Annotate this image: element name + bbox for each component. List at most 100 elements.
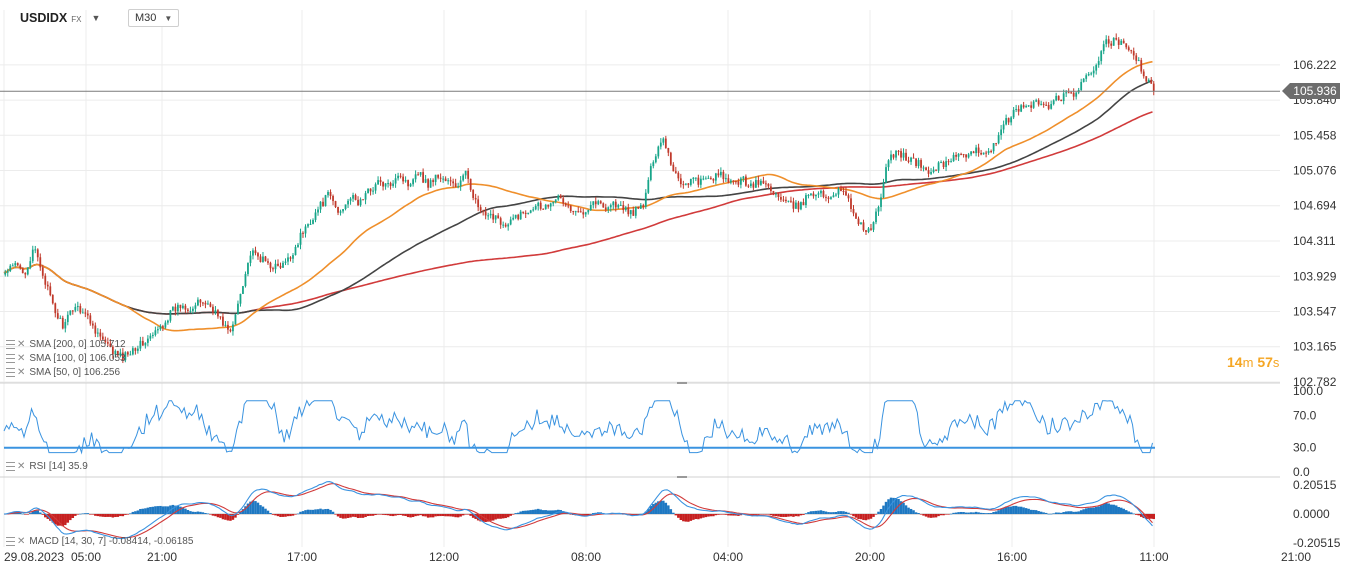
candle-body (955, 154, 957, 157)
macd-histogram-bar (514, 513, 517, 514)
candle-body (682, 184, 685, 186)
macd-histogram-bar (712, 514, 715, 517)
macd-histogram-bar (321, 509, 325, 514)
candle-body (277, 263, 279, 266)
candle-body (1002, 124, 1005, 130)
macd-histogram-bar (44, 514, 47, 518)
price-axis-tick-label: 105.458 (1293, 128, 1337, 142)
macd-histogram-bar (724, 514, 728, 515)
macd-histogram-bar (476, 514, 480, 521)
candle-body (442, 178, 445, 180)
macd-histogram-bar (689, 514, 693, 521)
close-icon[interactable]: ✕ (17, 535, 26, 547)
settings-icon[interactable] (6, 536, 15, 546)
candle-body (927, 170, 930, 174)
candle-body (817, 193, 820, 195)
macd-histogram-bar (146, 507, 150, 514)
macd-histogram-bar (977, 512, 980, 514)
macd-histogram-bar (729, 514, 733, 516)
candle-body (1092, 70, 1095, 74)
macd-histogram-bar (817, 510, 820, 514)
candle-body (900, 151, 902, 158)
close-icon[interactable]: ✕ (17, 352, 26, 364)
candle-body (699, 178, 702, 185)
candle-body (444, 178, 447, 182)
indicator-rsi[interactable]: ✕ RSI [14] 35.9 (6, 460, 88, 472)
macd-histogram-bar (291, 514, 295, 516)
candle-body (965, 154, 967, 158)
candle-body (151, 334, 154, 336)
close-icon[interactable]: ✕ (17, 338, 26, 350)
time-axis-tick-label: 11:00 (1139, 550, 1168, 564)
macd-histogram-bar (649, 505, 653, 514)
candle-body (101, 336, 104, 340)
candle-body (44, 275, 47, 285)
candle-body (822, 190, 825, 197)
settings-icon[interactable] (6, 461, 15, 471)
rsi-axis-tick-label: 70.0 (1293, 408, 1317, 422)
settings-icon[interactable] (6, 339, 15, 349)
macd-histogram-bar (1004, 506, 1008, 514)
macd-histogram-bar (381, 514, 385, 515)
candle-body (134, 348, 137, 351)
symbol-selector[interactable]: USDIDX FX ▼ (20, 8, 100, 28)
macd-histogram-bar (266, 510, 270, 514)
timeframe-selector[interactable]: M30 ▼ (128, 9, 180, 27)
macd-histogram-bar (1114, 505, 1118, 514)
macd-histogram-bar (1002, 507, 1005, 514)
candle-body (359, 199, 362, 206)
candle-body (529, 210, 532, 213)
candle-body (334, 201, 337, 208)
macd-histogram-bar (89, 514, 92, 515)
indicator-macd[interactable]: ✕ MACD [14, 30, 7] -0.08414, -0.06185 (6, 535, 193, 547)
close-icon[interactable]: ✕ (17, 460, 26, 472)
candle-body (1097, 61, 1100, 66)
indicator-sma200[interactable]: ✕ SMA [200, 0] 105.712 (6, 338, 126, 350)
macd-histogram-bar (982, 512, 985, 514)
close-icon[interactable]: ✕ (17, 366, 26, 378)
candle-body (372, 190, 374, 192)
settings-icon[interactable] (6, 367, 15, 377)
macd-histogram-bar (1102, 503, 1105, 514)
macd-histogram-bar (379, 514, 382, 515)
candle-body (522, 211, 525, 213)
macd-histogram-bar (209, 514, 212, 515)
macd-histogram-bar (409, 514, 412, 518)
candle-body (592, 201, 595, 206)
candle-body (1117, 39, 1120, 45)
candle-body (499, 218, 502, 225)
candle-body (59, 317, 62, 319)
macd-histogram-bar (24, 514, 27, 515)
pane-resize-handle (677, 382, 687, 384)
candle-body (594, 201, 597, 205)
macd-histogram-bar (662, 500, 665, 514)
indicator-sma100[interactable]: ✕ SMA [100, 0] 106.053 (6, 352, 126, 364)
indicator-sma50[interactable]: ✕ SMA [50, 0] 106.256 (6, 366, 120, 378)
candle-body (427, 179, 430, 188)
settings-icon[interactable] (6, 353, 15, 363)
candle-body (792, 201, 795, 209)
macd-histogram-bar (214, 514, 217, 517)
candle-body (532, 209, 535, 211)
candle-body (264, 256, 267, 262)
macd-histogram-bar (326, 508, 330, 514)
candle-body (697, 177, 700, 185)
candle-body (905, 152, 907, 161)
countdown-minutes: 14 (1227, 354, 1243, 370)
macd-histogram-bar (261, 506, 265, 514)
candle-body (990, 151, 993, 153)
macd-histogram-bar (954, 512, 958, 514)
candle-body (482, 210, 485, 212)
macd-histogram-bar (1047, 513, 1050, 515)
candle-body (1125, 43, 1128, 48)
macd-histogram-bar (259, 505, 262, 514)
candle-body (739, 178, 742, 185)
candle-body (872, 222, 875, 230)
macd-histogram-bar (812, 511, 815, 514)
candle-body (820, 190, 822, 194)
candle-body (282, 262, 284, 268)
candle-body (1022, 105, 1025, 108)
macd-histogram-bar (149, 507, 152, 514)
candle-body (1065, 92, 1068, 94)
